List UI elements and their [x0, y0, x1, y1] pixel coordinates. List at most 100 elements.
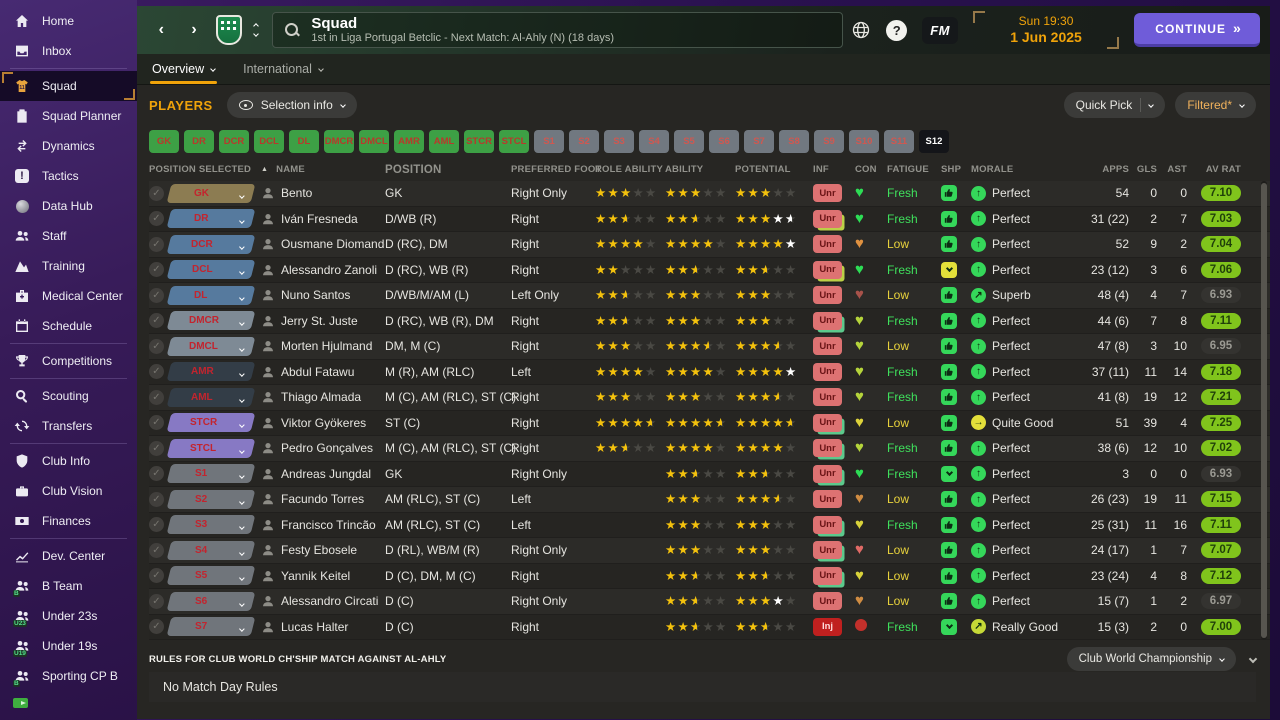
info-badge[interactable]: Unr: [813, 388, 842, 407]
position-badge-s7[interactable]: S7: [166, 617, 256, 637]
position-badge-dr[interactable]: DR: [166, 209, 256, 229]
position-filter-s10[interactable]: S10: [849, 130, 879, 153]
position-filter-amr[interactable]: AMR: [394, 130, 424, 153]
position-filter-s2[interactable]: S2: [569, 130, 599, 153]
sidebar-item-competitions[interactable]: Competitions: [0, 346, 137, 376]
sidebar-item-scouting[interactable]: Scouting: [0, 381, 137, 411]
sidebar-item-home[interactable]: Home: [0, 6, 137, 36]
scrollbar[interactable]: [1261, 181, 1267, 640]
position-badge-s6[interactable]: S6: [166, 591, 256, 611]
row-checkbox[interactable]: ✓: [149, 287, 164, 303]
player-name[interactable]: Bento: [261, 186, 385, 200]
player-row-festy-ebosele[interactable]: ✓ S4 Festy Ebosele D (RL), WB/M (R) Right On…: [149, 538, 1270, 564]
row-checkbox[interactable]: ✓: [149, 568, 164, 584]
column-header-preferred-foot[interactable]: PREFERRED FOOT: [511, 164, 602, 175]
scrollbar-thumb[interactable]: [1261, 183, 1267, 638]
position-filter-s3[interactable]: S3: [604, 130, 634, 153]
sidebar-item-staff[interactable]: Staff: [0, 221, 137, 251]
player-name[interactable]: Jerry St. Juste: [261, 314, 385, 328]
title-search-box[interactable]: Squad 1st in Liga Portugal Betclic - Nex…: [272, 12, 844, 48]
column-header-position[interactable]: POSITION: [385, 163, 442, 176]
collapse-chevron-icon[interactable]: [1248, 654, 1258, 664]
column-header-role-ability[interactable]: ROLE ABILITY: [595, 164, 664, 175]
nav-forward-button[interactable]: ›: [191, 21, 197, 38]
row-checkbox[interactable]: ✓: [149, 542, 164, 558]
player-name[interactable]: Viktor Gyökeres: [261, 416, 385, 430]
column-header-position-selected[interactable]: POSITION SELECTED: [149, 164, 252, 175]
sidebar-item-training[interactable]: Training: [0, 251, 137, 281]
position-badge-s4[interactable]: S4: [166, 540, 256, 560]
info-badge[interactable]: Unr: [813, 286, 842, 305]
player-name[interactable]: Alessandro Zanoli: [261, 263, 385, 277]
column-header-av-rat[interactable]: AV RAT: [1205, 164, 1241, 175]
column-header-con[interactable]: CON: [855, 164, 877, 175]
column-header-fatigue[interactable]: FATIGUE: [887, 164, 929, 175]
player-row-abdul-fatawu[interactable]: ✓ AMR Abdul Fatawu M (R), AM (RLC) Left ★★★★★…: [149, 359, 1270, 385]
player-row-thiago-almada[interactable]: ✓ AML Thiago Almada M (C), AM (RLC), ST (C)…: [149, 385, 1270, 411]
position-badge-gk[interactable]: GK: [166, 183, 256, 203]
sidebar-item-finances[interactable]: Finances: [0, 506, 137, 536]
row-checkbox[interactable]: ✓: [149, 185, 164, 201]
row-checkbox[interactable]: ✓: [149, 491, 164, 507]
position-filter-s8[interactable]: S8: [779, 130, 809, 153]
player-row-pedro-gon-alves[interactable]: ✓ STCL Pedro Gonçalves M (C), AM (RLC), ST …: [149, 436, 1270, 462]
row-checkbox[interactable]: ✓: [149, 262, 164, 278]
player-row-andreas-jungdal[interactable]: ✓ S1 Andreas Jungdal GK Right Only ★★★ ★ ★★ ★★★ ★…: [149, 461, 1270, 487]
position-filter-s6[interactable]: S6: [709, 130, 739, 153]
exit-icon[interactable]: [13, 698, 28, 708]
position-badge-dmcl[interactable]: DMCL: [166, 336, 256, 356]
position-filter-dcr[interactable]: DCR: [219, 130, 249, 153]
sidebar-item-schedule[interactable]: Schedule: [0, 311, 137, 341]
info-badge[interactable]: Unr: [813, 541, 842, 560]
row-checkbox[interactable]: ✓: [149, 593, 164, 609]
row-checkbox[interactable]: ✓: [149, 466, 164, 482]
sidebar-item-data-hub[interactable]: Data Hub: [0, 191, 137, 221]
continue-button[interactable]: CONTINUE»: [1134, 13, 1261, 47]
row-checkbox[interactable]: ✓: [149, 236, 164, 252]
position-filter-s12[interactable]: S12: [919, 130, 949, 153]
club-crest[interactable]: [214, 13, 244, 47]
sidebar-item-dev-center[interactable]: Dev. Center: [0, 541, 137, 571]
info-badge[interactable]: Unr: [813, 184, 842, 203]
tab-international[interactable]: International: [243, 54, 324, 84]
position-filter-aml[interactable]: AML: [429, 130, 459, 153]
info-badge[interactable]: Unr: [813, 490, 842, 509]
sidebar-item-squad[interactable]: 11 Squad: [0, 71, 137, 101]
position-badge-dl[interactable]: DL: [166, 285, 256, 305]
tab-overview[interactable]: Overview: [149, 54, 218, 84]
row-checkbox[interactable]: ✓: [149, 364, 164, 380]
column-header-gls[interactable]: GLS: [1136, 164, 1157, 175]
position-filter-s7[interactable]: S7: [744, 130, 774, 153]
row-checkbox[interactable]: ✓: [149, 389, 164, 405]
position-badge-s3[interactable]: S3: [166, 515, 256, 535]
club-stepper[interactable]: [253, 23, 260, 37]
position-badge-s1[interactable]: S1: [166, 464, 256, 484]
player-name[interactable]: Lucas Halter: [261, 620, 385, 634]
info-badge[interactable]: Unr: [813, 464, 842, 483]
player-row-facundo-torres[interactable]: ✓ S2 Facundo Torres AM (RLC), ST (C) Left ★★★…: [149, 487, 1270, 513]
position-filter-s9[interactable]: S9: [814, 130, 844, 153]
player-row-ousmane-diomande[interactable]: ✓ DCR Ousmane Diomande D (RC), DM Right ★★★★★…: [149, 232, 1270, 258]
column-header-inf[interactable]: INF: [813, 164, 829, 175]
column-header-ast[interactable]: AST: [1167, 164, 1187, 175]
position-badge-s5[interactable]: S5: [166, 566, 256, 586]
player-row-morten-hjulmand[interactable]: ✓ DMCL Morten Hjulmand DM, M (C) Right ★★★★★ ★…: [149, 334, 1270, 360]
position-filter-s4[interactable]: S4: [639, 130, 669, 153]
position-badge-dmcr[interactable]: DMCR: [166, 311, 256, 331]
sidebar-item-dynamics[interactable]: Dynamics: [0, 131, 137, 161]
player-row-viktor-gy-keres[interactable]: ✓ STCR Viktor Gyökeres ST (C) Right ★★★★★ ★ ★★★…: [149, 410, 1270, 436]
position-filter-s1[interactable]: S1: [534, 130, 564, 153]
sidebar-item-squad-planner[interactable]: Squad Planner: [0, 101, 137, 131]
info-badge[interactable]: Unr: [813, 592, 842, 611]
sidebar-item-club-info[interactable]: Club Info: [0, 446, 137, 476]
info-badge[interactable]: Unr: [813, 439, 842, 458]
position-filter-gk[interactable]: GK: [149, 130, 179, 153]
player-name[interactable]: Andreas Jungdal: [261, 467, 385, 481]
player-name[interactable]: Iván Fresneda: [261, 212, 385, 226]
filter-button[interactable]: Filtered*: [1175, 92, 1256, 118]
position-filter-s5[interactable]: S5: [674, 130, 704, 153]
position-badge-stcr[interactable]: STCR: [166, 413, 256, 433]
column-header-apps[interactable]: APPS: [1102, 164, 1129, 175]
player-row-francisco-trinc-o[interactable]: ✓ S3 Francisco Trincão AM (RLC), ST (C) Left…: [149, 512, 1270, 538]
row-checkbox[interactable]: ✓: [149, 619, 164, 635]
